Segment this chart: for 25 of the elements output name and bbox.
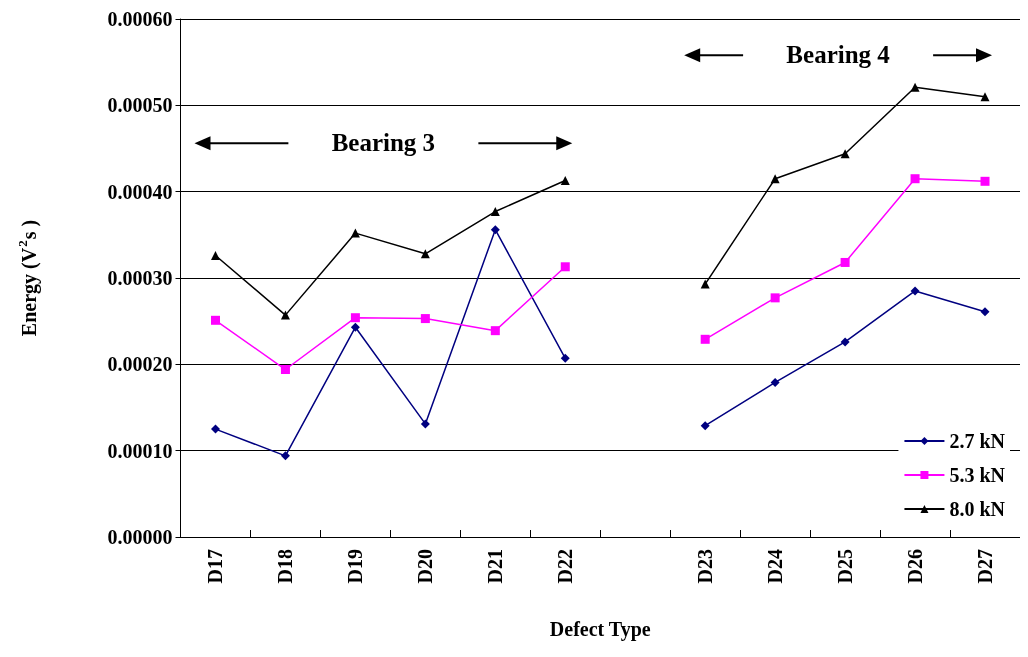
y-tick-label: 0.00050 bbox=[107, 94, 173, 117]
x-axis-title: Defect Type bbox=[549, 618, 651, 641]
y-tick-label: 0.00020 bbox=[107, 353, 173, 376]
x-tick-label: D26 bbox=[904, 549, 927, 584]
x-tick-label: D24 bbox=[764, 549, 787, 584]
x-tick-label: D27 bbox=[974, 549, 997, 584]
annotation: Bearing 4 bbox=[786, 41, 891, 69]
x-tick-label: D17 bbox=[204, 549, 227, 584]
y-tick-label: 0.00040 bbox=[107, 180, 173, 203]
x-tick-label: D18 bbox=[274, 549, 297, 584]
annotation: Bearing 3 bbox=[331, 129, 436, 157]
y-tick-label: 0.00000 bbox=[107, 526, 173, 548]
x-tick-label: D19 bbox=[344, 549, 367, 584]
y-tick-label: 0.00010 bbox=[107, 439, 173, 462]
y-axis-title: Energy (V2s ) bbox=[15, 219, 41, 337]
legend-label: 8.0 kN bbox=[949, 498, 1006, 520]
y-tick-label: 0.00030 bbox=[107, 267, 173, 289]
x-tick-label: D21 bbox=[484, 549, 507, 584]
x-tick-label: D22 bbox=[554, 549, 577, 584]
legend-label: 2.7 kN bbox=[949, 430, 1006, 452]
x-tick-label: D20 bbox=[414, 549, 437, 584]
y-tick-label: 0.00060 bbox=[107, 8, 173, 30]
x-tick-label: D25 bbox=[834, 549, 857, 584]
legend-label: 5.3 kN bbox=[949, 464, 1006, 486]
x-tick-label: D23 bbox=[694, 549, 717, 584]
